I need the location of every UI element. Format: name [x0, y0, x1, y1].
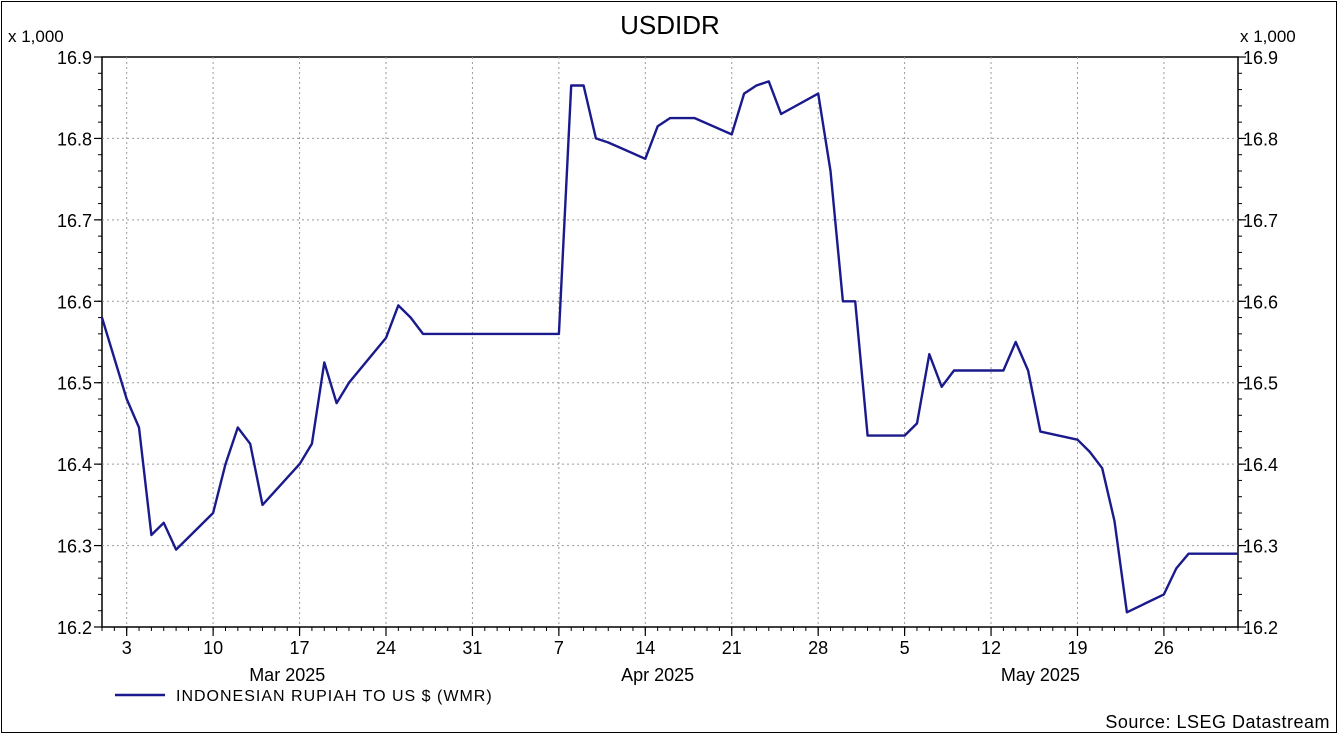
- x-tick-label: 3: [122, 638, 132, 658]
- legend: INDONESIAN RUPIAH TO US $ (WMR): [115, 688, 493, 705]
- y-multiplier-left: x 1,000: [8, 27, 64, 46]
- y-tick-label-right: 16.9: [1243, 48, 1278, 68]
- x-tick-label: 12: [981, 638, 1001, 658]
- y-tick-label-left: 16.8: [57, 129, 92, 149]
- x-month-label: May 2025: [1001, 665, 1080, 685]
- x-tick-label: 10: [203, 638, 223, 658]
- x-tick-label: 24: [376, 638, 396, 658]
- plot-area: [101, 56, 1239, 628]
- y-tick-label-left: 16.3: [57, 537, 92, 557]
- series-line-usdidr: [100, 80, 1238, 614]
- chart-title: USDIDR: [620, 10, 720, 40]
- axis-labels: 16.2 16.2 16.3 16.3 16.4 16.4 16.5 16.5 16.6 16.6…: [57, 48, 1278, 685]
- x-tick-label: 26: [1154, 638, 1174, 658]
- y-tick-label-right: 16.7: [1243, 211, 1278, 231]
- x-tick-label: 19: [1067, 638, 1087, 658]
- x-tick-label: 31: [462, 638, 482, 658]
- axis-ticks: [94, 56, 1246, 636]
- y-tick-label-left: 16.4: [57, 455, 92, 475]
- y-tick-label-left: 16.5: [57, 374, 92, 394]
- source-note: Source: LSEG Datastream: [1105, 712, 1330, 732]
- x-month-label: Mar 2025: [249, 665, 325, 685]
- y-tick-label-right: 16.3: [1243, 537, 1278, 557]
- y-tick-label-right: 16.6: [1243, 292, 1278, 312]
- y-tick-label-left: 16.6: [57, 292, 92, 312]
- y-tick-label-right: 16.4: [1243, 455, 1278, 475]
- x-tick-label: 5: [900, 638, 910, 658]
- x-month-label: Apr 2025: [621, 665, 694, 685]
- y-tick-label-right: 16.8: [1243, 129, 1278, 149]
- x-tick-label: 7: [554, 638, 564, 658]
- x-tick-label: 14: [635, 638, 655, 658]
- legend-entry-label: INDONESIAN RUPIAH TO US $ (WMR): [176, 688, 493, 705]
- y-tick-label-left: 16.2: [57, 618, 92, 638]
- x-tick-label: 17: [290, 638, 310, 658]
- y-tick-label-right: 16.5: [1243, 374, 1278, 394]
- series-layer: [100, 80, 1238, 614]
- x-tick-label: 28: [808, 638, 828, 658]
- y-tick-label-right: 16.2: [1243, 618, 1278, 638]
- gridlines: [102, 57, 1238, 627]
- y-tick-label-left: 16.7: [57, 211, 92, 231]
- y-tick-label-left: 16.9: [57, 48, 92, 68]
- y-multiplier-right: x 1,000: [1240, 27, 1296, 46]
- x-tick-label: 21: [722, 638, 742, 658]
